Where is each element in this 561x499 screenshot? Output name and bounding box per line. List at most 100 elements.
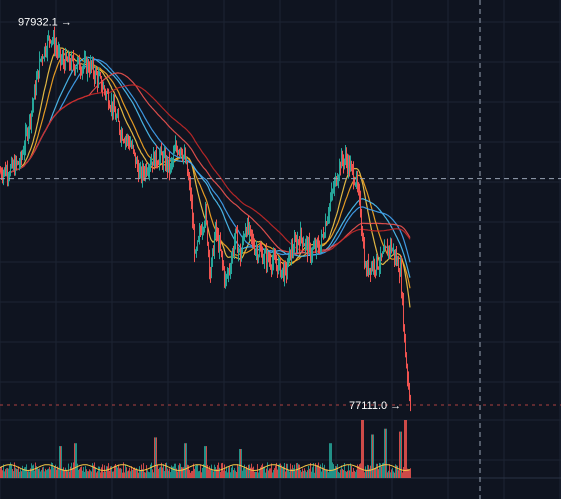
volume-bar — [193, 463, 194, 478]
volume-bar — [227, 472, 228, 478]
candle-body — [72, 56, 73, 59]
volume-bar — [196, 464, 197, 478]
candle-body — [184, 153, 185, 156]
candle-body — [209, 251, 210, 271]
candle-body — [341, 154, 342, 169]
candle-body — [375, 270, 376, 272]
candle-body — [335, 177, 336, 182]
ma-line-50 — [0, 56, 411, 278]
candle-body — [127, 136, 128, 140]
volume-bar — [28, 471, 29, 478]
candle-body — [283, 267, 284, 280]
volume-bar — [355, 471, 356, 478]
volume-bar — [47, 469, 48, 478]
candle-body — [99, 75, 100, 77]
candle-body — [350, 163, 351, 171]
volume-bar — [100, 472, 101, 478]
volume-bar — [109, 470, 110, 478]
volume-bar — [14, 462, 15, 478]
volume-bar — [233, 470, 234, 478]
candle-body — [197, 241, 198, 250]
volume-bar — [371, 434, 372, 478]
candle-body — [183, 155, 184, 159]
volume-bar — [235, 470, 236, 478]
candle-body — [68, 55, 69, 63]
candle-body — [162, 155, 163, 166]
volume-bar — [249, 464, 250, 478]
volume-bar — [68, 463, 69, 478]
volume-bar — [46, 470, 47, 478]
candle-body — [167, 159, 168, 170]
candle-body — [381, 253, 382, 257]
volume-bar — [159, 467, 160, 478]
volume-bar — [229, 466, 230, 478]
candle-body — [207, 221, 208, 245]
volume-bar — [214, 464, 215, 478]
candle-body — [165, 153, 166, 169]
volume-bar — [96, 472, 97, 478]
volume-bar — [340, 469, 341, 478]
volume-bar — [2, 470, 3, 478]
volume-bar — [114, 465, 115, 478]
candle-body — [66, 53, 67, 60]
candle-body — [318, 242, 319, 249]
candle-body — [32, 105, 33, 112]
candle-body — [366, 266, 367, 274]
candle-body — [177, 148, 178, 154]
candle-body — [213, 248, 214, 256]
candle-body — [203, 228, 204, 230]
volume-bar — [333, 464, 334, 478]
candle-body — [239, 249, 240, 251]
volume-bar — [121, 468, 122, 478]
volume-bar — [139, 466, 140, 478]
volume-bar — [77, 463, 78, 478]
candle-body — [49, 36, 50, 40]
volume-bar — [30, 468, 31, 478]
candle-body — [16, 159, 17, 164]
volume-bar — [131, 466, 132, 478]
volume-bar — [302, 468, 303, 478]
volume-bar — [278, 464, 279, 478]
volume-bar — [404, 420, 405, 478]
volume-bar — [92, 463, 93, 478]
volume-bar — [49, 466, 50, 478]
candle-body — [260, 249, 261, 251]
volume-bar — [83, 467, 84, 478]
candle-body — [206, 207, 207, 222]
candle-body — [403, 296, 404, 329]
volume-bar — [246, 466, 247, 478]
volume-bar — [300, 470, 301, 478]
volume-bar — [94, 462, 95, 478]
candle-body — [400, 264, 401, 277]
candle-body — [126, 138, 127, 140]
candle-body — [160, 149, 161, 156]
candle-body — [56, 46, 57, 50]
volume-bar — [124, 472, 125, 478]
volume-bar — [153, 472, 154, 478]
volume-bar — [293, 468, 294, 478]
volume-bar — [132, 469, 133, 478]
volume-bar — [314, 472, 315, 478]
candle-body — [190, 182, 191, 196]
volume-bar — [31, 463, 32, 478]
volume-bar — [65, 467, 66, 478]
volume-bar — [93, 465, 94, 478]
candle-body — [150, 164, 151, 167]
candle-body — [185, 153, 186, 163]
candle-body — [95, 70, 96, 80]
volume-bar — [60, 446, 61, 478]
candle-body — [352, 165, 353, 169]
volume-bar — [400, 431, 401, 478]
volume-bar — [244, 464, 245, 478]
candle-body — [339, 163, 340, 177]
volume-bar — [207, 464, 208, 478]
candle-body — [345, 153, 346, 160]
candle-body — [104, 86, 105, 91]
candle-body — [340, 163, 341, 169]
candle-body — [233, 250, 234, 253]
volume-bar — [265, 472, 266, 478]
volume-bar — [199, 470, 200, 478]
candle-body — [152, 161, 153, 166]
